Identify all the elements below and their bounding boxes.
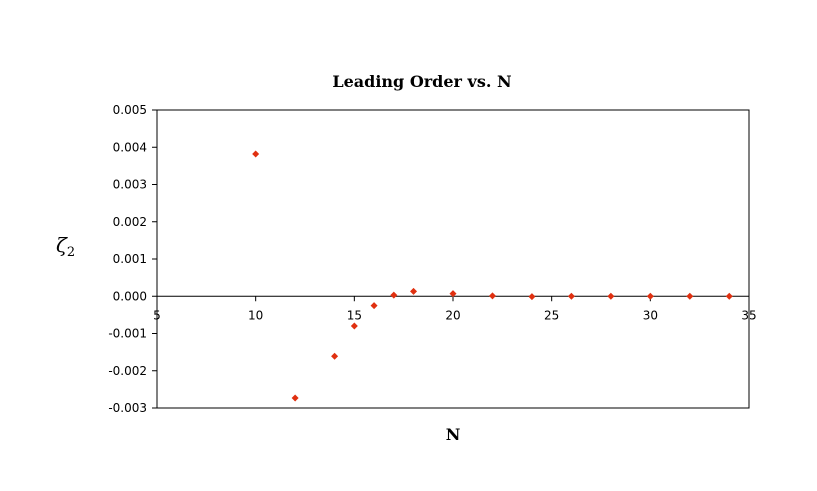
x-tick-label: 30 xyxy=(643,308,658,322)
x-tick-label: 35 xyxy=(741,308,756,322)
y-tick-label: 0.000 xyxy=(113,289,147,303)
plot-area xyxy=(156,109,750,409)
x-tick-label: 5 xyxy=(153,308,161,322)
x-axis-title: N xyxy=(446,425,461,444)
y-axis-title: ζ2 xyxy=(56,233,75,260)
data-point xyxy=(370,302,378,310)
x-tick-label: 20 xyxy=(445,308,460,322)
data-point xyxy=(488,292,496,300)
data-point xyxy=(686,292,694,300)
data-point xyxy=(449,290,457,298)
data-point xyxy=(350,322,358,330)
data-point xyxy=(331,352,339,360)
data-point xyxy=(567,292,575,300)
data-point xyxy=(390,291,398,299)
y-tick-label: 0.001 xyxy=(113,252,147,266)
data-series xyxy=(252,150,733,402)
y-tick-label: 0.003 xyxy=(113,178,147,192)
y-axis-title-main: ζ xyxy=(56,233,68,257)
x-tick-label: 10 xyxy=(248,308,263,322)
y-tick-label: -0.003 xyxy=(108,401,147,415)
y-tick-label: -0.002 xyxy=(108,364,147,378)
y-axis-title-subscript: 2 xyxy=(67,245,75,260)
data-point xyxy=(291,394,299,402)
data-point xyxy=(725,292,733,300)
y-tick-label: 0.005 xyxy=(113,103,147,117)
x-axis: 5 10 15 20 25 30 35 xyxy=(153,296,757,322)
y-tick-label: -0.001 xyxy=(108,327,147,341)
x-tick-label: 15 xyxy=(347,308,362,322)
chart-title: Leading Order vs. N xyxy=(332,72,511,91)
data-point xyxy=(410,287,418,295)
y-tick-label: 0.004 xyxy=(113,140,147,154)
data-point xyxy=(646,292,654,300)
x-tick-label: 25 xyxy=(544,308,559,322)
data-point xyxy=(528,293,536,301)
y-axis: 0.005 0.004 0.003 0.002 0.001 0.000 -0.001 -0.0… xyxy=(108,103,157,415)
data-point xyxy=(252,150,260,158)
y-tick-label: 0.002 xyxy=(113,215,147,229)
data-point xyxy=(607,292,615,300)
